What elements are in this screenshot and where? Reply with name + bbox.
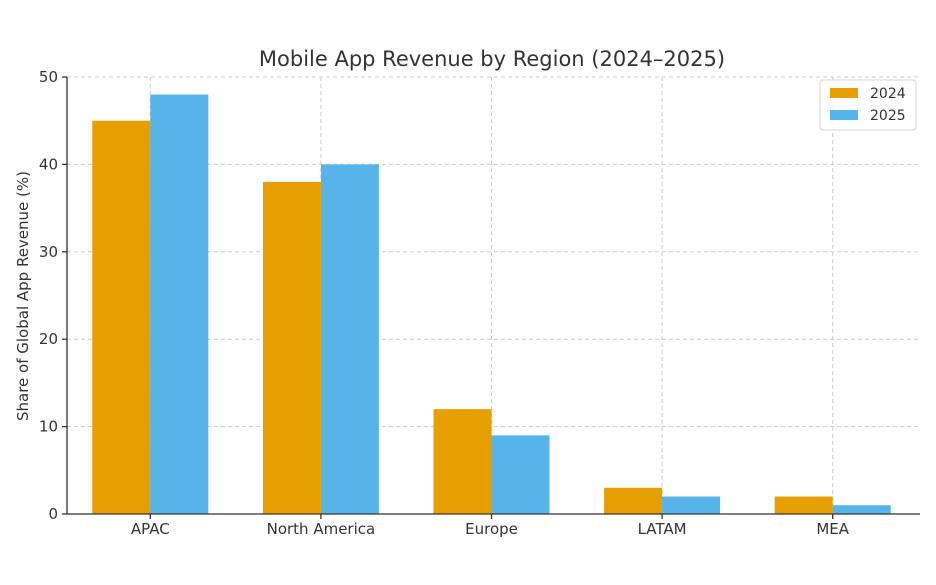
bar-2025-apac <box>150 94 209 514</box>
x-tick-label: APAC <box>131 520 170 538</box>
bar-2024-apac <box>92 120 151 514</box>
y-axis-label: Share of Global App Revenue (%) <box>14 171 32 421</box>
bars <box>92 94 891 514</box>
bar-2025-mea <box>832 505 891 514</box>
axes: 0 10 20 30 40 50 APAC North America Europe LATAM M… <box>39 68 920 538</box>
y-tick-label: 0 <box>48 505 58 523</box>
x-tick-label: MEA <box>816 520 849 538</box>
x-tick-label: LATAM <box>638 520 687 538</box>
bar-2024-mea <box>774 496 833 514</box>
legend-swatch-2024 <box>830 88 858 98</box>
chart-title: Mobile App Revenue by Region (2024–2025) <box>259 47 725 71</box>
bar-2024-latam <box>604 487 663 514</box>
bar-2024-europe <box>433 409 492 514</box>
legend-label-2025: 2025 <box>870 108 906 124</box>
legend: 2024 2025 <box>819 79 917 131</box>
bar-2025-latam <box>662 496 721 514</box>
y-tick-label: 20 <box>39 330 58 348</box>
y-tick-label: 40 <box>39 155 58 173</box>
bar-2025-europe <box>491 435 550 514</box>
bar-2025-north-america <box>320 164 379 514</box>
bar-2024-north-america <box>262 181 321 514</box>
legend-label-2024: 2024 <box>870 86 906 102</box>
y-tick-label: 50 <box>39 68 58 86</box>
x-tick-label: North America <box>267 520 376 538</box>
y-tick-label: 30 <box>39 243 58 261</box>
x-tick-label: Europe <box>465 520 518 538</box>
legend-swatch-2025 <box>830 110 858 120</box>
y-tick-label: 10 <box>39 418 58 436</box>
